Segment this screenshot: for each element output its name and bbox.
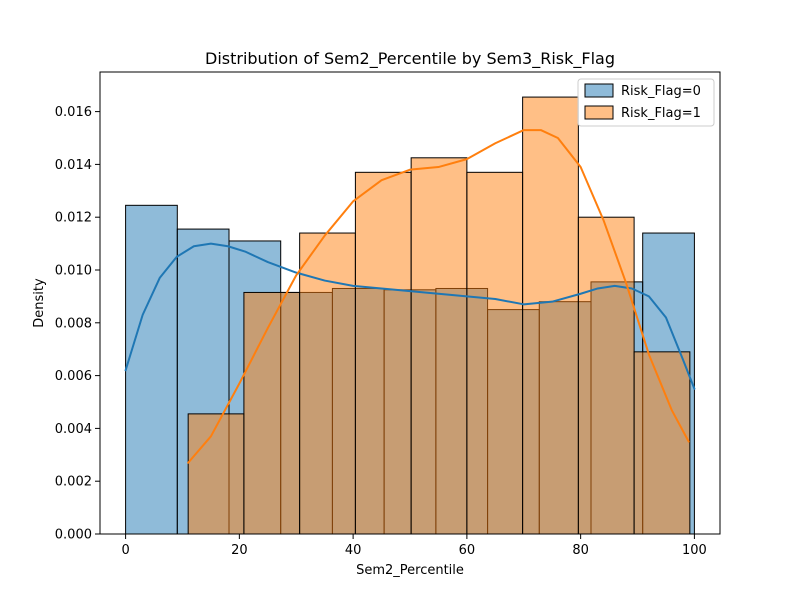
axes-frame bbox=[99, 71, 721, 535]
x-tick-label: 20 bbox=[231, 543, 248, 558]
x-tick-label: 60 bbox=[459, 543, 476, 558]
legend-label-series0: Risk_Flag=0 bbox=[621, 84, 701, 99]
bar-series1-bin0 bbox=[187, 413, 245, 535]
bar-series1-bin3 bbox=[354, 171, 412, 535]
bar-series1-bin8 bbox=[633, 351, 691, 535]
legend-label-series1: Risk_Flag=1 bbox=[621, 106, 701, 121]
bar-series1-bin2 bbox=[299, 232, 356, 535]
x-tick-label: 100 bbox=[682, 543, 707, 558]
y-tick-label: 0.006 bbox=[55, 369, 92, 384]
x-axis-label: Sem2_Percentile bbox=[356, 563, 464, 578]
legend-swatch-series0 bbox=[584, 83, 614, 98]
bar-series1-bin7 bbox=[577, 216, 635, 535]
y-tick-label: 0.014 bbox=[55, 158, 92, 173]
legend: Risk_Flag=0 Risk_Flag=1 bbox=[577, 78, 715, 127]
x-tick-label: 40 bbox=[345, 543, 362, 558]
bar-series1-bin5 bbox=[466, 171, 524, 535]
y-tick-label: 0.012 bbox=[55, 211, 92, 226]
legend-swatch-series1 bbox=[584, 105, 614, 120]
bar-series0-bin0 bbox=[125, 204, 178, 535]
bars-layer bbox=[125, 96, 695, 535]
y-tick-label: 0.004 bbox=[55, 422, 92, 437]
axes-layer: 0 20 40 60 80 100 0.000 0.002 0.004 0.006 0.008 0.0… bbox=[55, 71, 721, 558]
x-tick-label: 80 bbox=[572, 543, 589, 558]
y-tick-label: 0.002 bbox=[55, 475, 92, 490]
bar-series1-bin4 bbox=[410, 157, 468, 535]
y-tick-label: 0.008 bbox=[55, 316, 92, 331]
y-axis-label: Density bbox=[32, 278, 47, 328]
y-tick-label: 0.016 bbox=[55, 105, 92, 120]
x-tick-label: 0 bbox=[121, 543, 129, 558]
bar-series1-bin1 bbox=[243, 291, 301, 535]
y-tick-label: 0.000 bbox=[55, 528, 92, 543]
bar-series1-bin6 bbox=[522, 96, 579, 535]
kde-line-series0 bbox=[124, 242, 696, 390]
kde-line-series1 bbox=[187, 129, 690, 464]
y-tick-label: 0.010 bbox=[55, 264, 92, 279]
kde-layer bbox=[124, 129, 696, 464]
chart-title: Distribution of Sem2_Percentile by Sem3_… bbox=[205, 49, 615, 69]
